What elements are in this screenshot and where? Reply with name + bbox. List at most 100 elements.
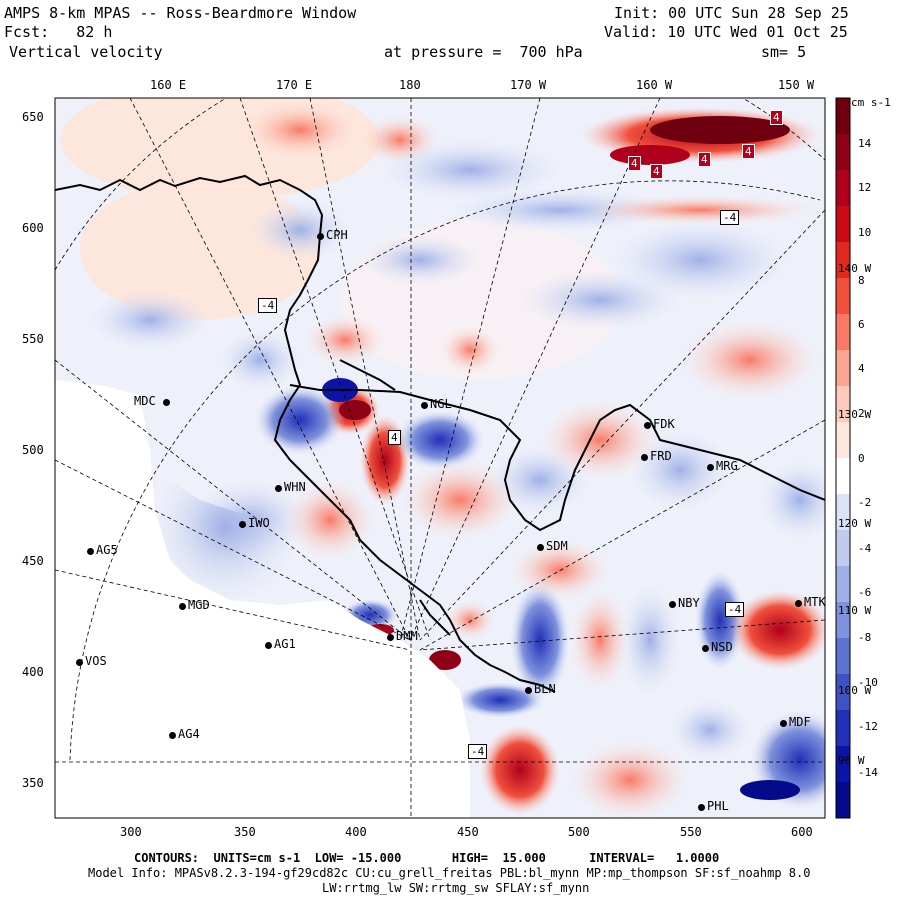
station-dot-whn [275, 485, 282, 492]
graticule [55, 98, 825, 818]
colorbar-segment [836, 98, 850, 135]
lon-label-140w: 140 W [838, 262, 872, 275]
contour-marker: 4 [388, 430, 401, 445]
y-tick-500: 500 [22, 443, 44, 457]
colorbar-tick: 10 [858, 226, 872, 239]
colorbar-segment [836, 206, 850, 243]
station-label-whn: WHN [284, 480, 306, 494]
colorbar-segment [836, 170, 850, 207]
init-time: Init: 00 UTC Sun 28 Sep 25 [614, 4, 849, 22]
station-label-phl: PHL [707, 799, 729, 813]
station-dot-ag5 [87, 548, 94, 555]
colorbar-segment [836, 746, 850, 783]
station-label-ag4: AG4 [178, 727, 200, 741]
colorbar [836, 98, 850, 819]
station-dot-bln [525, 687, 532, 694]
y-tick-400: 400 [22, 665, 44, 679]
colorbar-segment [836, 278, 850, 315]
x-tick-500: 500 [568, 825, 590, 839]
lon-label-160e: 160 E [150, 78, 187, 92]
colorbar-tick: 14 [858, 137, 872, 150]
coastline [55, 174, 825, 693]
lon-label-170e: 170 E [276, 78, 313, 92]
colorbar-tick: 6 [858, 318, 865, 331]
colorbar-segment [836, 314, 850, 351]
station-dot-ag1 [265, 642, 272, 649]
lon-label-90w: 90 W [838, 754, 865, 767]
station-label-mdc: MDC [134, 394, 156, 408]
colorbar-tick: 4 [858, 362, 865, 375]
contours-info: CONTOURS: UNITS=cm s-1 LOW= -15.000 HIGH… [134, 851, 720, 865]
station-label-nsd: NSD [711, 640, 733, 654]
station-label-ag5: AG5 [96, 543, 118, 557]
x-tick-300: 300 [120, 825, 142, 839]
station-label-iwo: IWO [248, 516, 270, 530]
lon-label-150w: 150 W [778, 78, 815, 92]
y-tick-450: 450 [22, 554, 44, 568]
colorbar-tick: -14 [858, 766, 878, 779]
forecast-hour: Fcst: 82 h [4, 23, 113, 41]
station-label-fdk: FDK [653, 417, 675, 431]
station-label-frd: FRD [650, 449, 672, 463]
contour-marker: 4 [742, 144, 755, 159]
colorbar-tick: -4 [858, 542, 872, 555]
station-label-vos: VOS [85, 654, 107, 668]
shaded-field [55, 98, 825, 818]
colorbar-segment [836, 350, 850, 387]
colorbar-segment [836, 782, 850, 819]
station-dot-mrg [707, 464, 714, 471]
station-label-sdm: SDM [546, 539, 568, 553]
y-tick-650: 650 [22, 110, 44, 124]
y-tick-550: 550 [22, 332, 44, 346]
plot-frame [54, 97, 826, 819]
station-label-dmm: DMM [396, 629, 418, 643]
x-tick-450: 450 [457, 825, 479, 839]
station-dot-dmm [387, 634, 394, 641]
lon-label-180: 180 [399, 78, 421, 92]
lon-label-110w: 110 W [838, 604, 872, 617]
colorbar-segment [836, 134, 850, 171]
pressure-level: at pressure = 700 hPa [384, 43, 583, 61]
colorbar-segment [836, 242, 850, 279]
colorbar-segment [836, 422, 850, 459]
colorbar-segment [836, 674, 850, 711]
lon-label-120w: 120 W [838, 517, 872, 530]
colorbar-segment [836, 458, 850, 495]
station-dot-sdm [537, 544, 544, 551]
station-dot-ngl [421, 402, 428, 409]
station-dot-mtk [795, 600, 802, 607]
smoothing-value: sm= 5 [761, 43, 807, 61]
colorbar-tick: -2 [858, 496, 872, 509]
lon-label-160w: 160 W [636, 78, 673, 92]
lon-label-100w: 100 W [838, 684, 872, 697]
station-dot-ag4 [169, 732, 176, 739]
station-dot-cph [317, 233, 324, 240]
contour-marker: -4 [725, 602, 745, 617]
colorbar-tick: 12 [858, 181, 872, 194]
station-dot-frd [641, 454, 648, 461]
colorbar-units: cm s-1 [851, 96, 891, 109]
station-label-bln: BLN [534, 682, 556, 696]
station-dot-iwo [239, 521, 246, 528]
colorbar-segment [836, 386, 850, 423]
colorbar-segment [836, 710, 850, 747]
colorbar-tick: 2 [858, 407, 865, 420]
station-label-mgd: MGD [188, 598, 210, 612]
x-tick-550: 550 [680, 825, 702, 839]
station-label-ag1: AG1 [274, 637, 296, 651]
station-label-mdf: MDF [789, 715, 811, 729]
lon-label-130w: 130 W [838, 408, 872, 421]
contour-marker: -4 [468, 744, 488, 759]
map-title: AMPS 8-km MPAS -- Ross-Beardmore Window [4, 4, 357, 22]
model-info: Model Info: MPASv8.2.3-194-gf29cd82c CU:… [88, 866, 811, 880]
y-tick-600: 600 [22, 221, 44, 235]
lon-label-170w: 170 W [510, 78, 547, 92]
model-info-2: LW:rrtmg_lw SW:rrtmg_sw SFLAY:sf_mynn [322, 881, 590, 895]
station-label-ngl: NGL [430, 397, 452, 411]
y-tick-350: 350 [22, 776, 44, 790]
station-dot-nby [669, 601, 676, 608]
station-label-nby: NBY [678, 596, 700, 610]
station-label-cph: CPH [326, 228, 348, 242]
x-tick-350: 350 [234, 825, 256, 839]
